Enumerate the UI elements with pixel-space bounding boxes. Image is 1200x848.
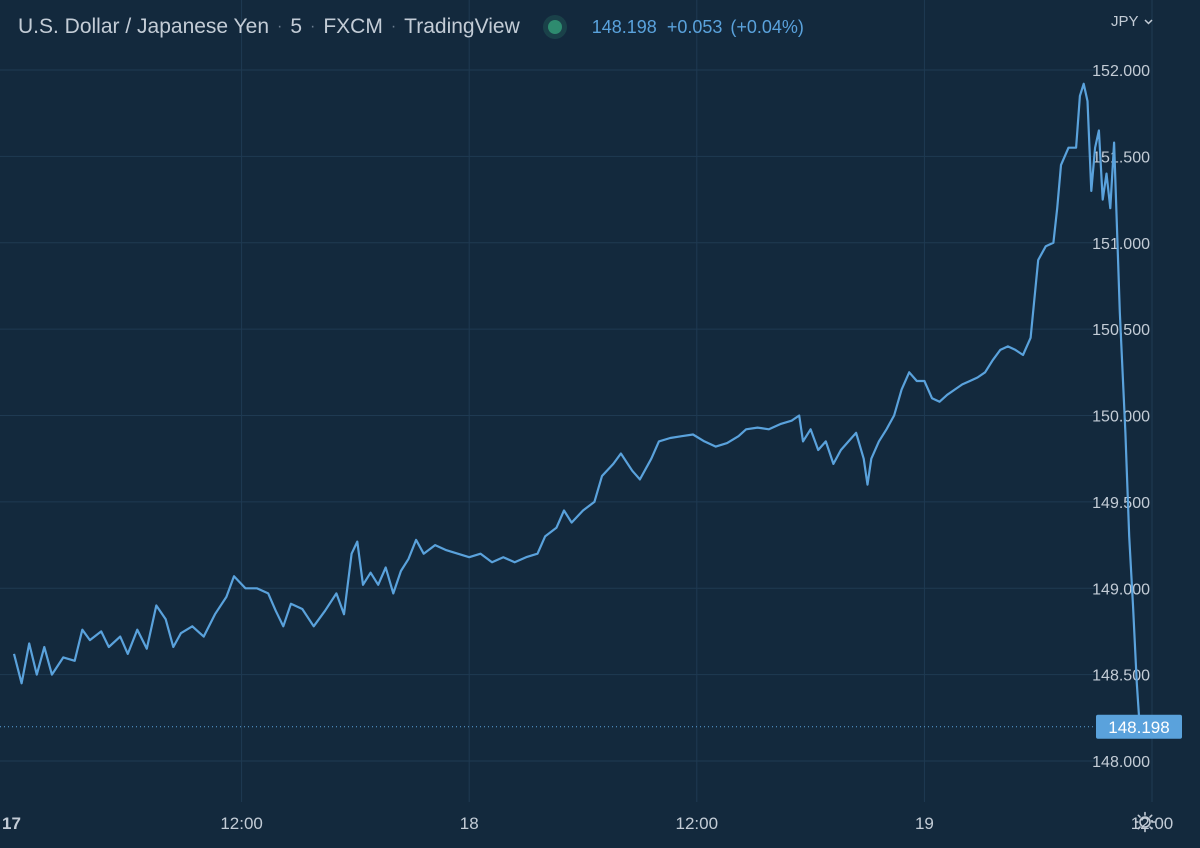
y-tick-label: 151.500 xyxy=(1092,149,1150,166)
y-tick-label: 148.500 xyxy=(1092,668,1150,685)
last-price-axis-tag xyxy=(1096,714,1182,739)
x-tick-label: 19 xyxy=(915,814,934,833)
x-tick-label: 12:00 xyxy=(220,814,263,833)
provider-label: TradingView xyxy=(404,15,520,38)
x-tick-label: 17 xyxy=(2,814,21,833)
symbol-name[interactable]: U.S. Dollar / Japanese Yen xyxy=(18,15,269,38)
series-layer xyxy=(12,82,1141,727)
exchange-label: FXCM xyxy=(323,15,383,38)
last-price: 148.198 xyxy=(591,16,657,37)
currency-label: JPY xyxy=(1111,13,1139,30)
price-change-percent: (+0.04%) xyxy=(730,16,804,37)
grid xyxy=(0,0,1153,802)
y-tick-label: 151.000 xyxy=(1092,236,1150,253)
price-change: +0.053 xyxy=(666,16,723,37)
y-tick-label: 148.000 xyxy=(1092,754,1150,771)
separator-dot: · xyxy=(277,18,283,35)
interval-label[interactable]: 5 xyxy=(290,15,303,38)
last-price-layer: 148.198 xyxy=(0,714,1182,739)
y-tick-label: 149.000 xyxy=(1092,581,1150,598)
chevron-down-icon xyxy=(1144,19,1153,25)
market-status-icon xyxy=(547,20,562,34)
y-tick-label: 152.000 xyxy=(1092,63,1150,80)
y-tick-label: 149.500 xyxy=(1092,495,1150,512)
x-tick-label: 12:00 xyxy=(676,814,719,833)
price-series-line[interactable] xyxy=(12,82,1141,727)
chart-header: U.S. Dollar / Japanese Yen · 5 · FXCM · … xyxy=(18,14,804,40)
separator-dot: · xyxy=(310,18,316,35)
x-tick-label: 18 xyxy=(460,814,479,833)
y-tick-label: 150.000 xyxy=(1092,409,1150,426)
last-price-axis-label: 148.198 xyxy=(1108,718,1169,737)
gear-icon[interactable] xyxy=(1134,811,1156,833)
currency-selector[interactable]: JPY xyxy=(1111,13,1153,30)
separator-dot: · xyxy=(390,18,397,35)
